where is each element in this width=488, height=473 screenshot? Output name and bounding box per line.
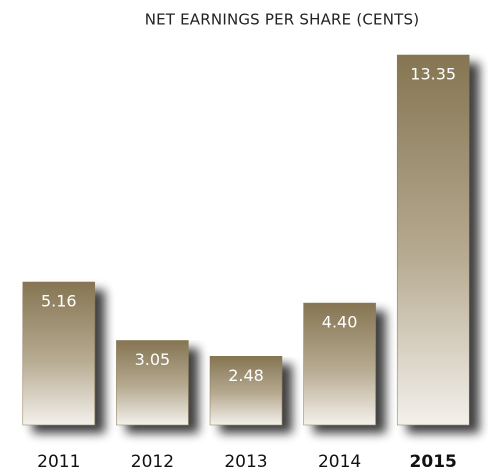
bar bbox=[116, 340, 189, 426]
value-label: 4.40 bbox=[322, 313, 358, 332]
x-tick-label: 2012 bbox=[131, 452, 174, 472]
x-tick-label: 2014 bbox=[318, 452, 361, 472]
bar bbox=[209, 356, 283, 426]
x-tick-label: 2013 bbox=[224, 452, 267, 472]
value-label: 3.05 bbox=[135, 350, 171, 369]
value-label: 2.48 bbox=[228, 366, 264, 385]
bar bbox=[303, 302, 376, 426]
bar bbox=[396, 54, 470, 426]
chart-title: NET EARNINGS PER SHARE (CENTS) bbox=[145, 11, 420, 29]
value-label: 13.35 bbox=[410, 65, 456, 84]
x-tick-label: 2011 bbox=[37, 452, 80, 472]
x-tick-label: 2015 bbox=[410, 452, 457, 472]
bar bbox=[22, 281, 96, 426]
value-label: 5.16 bbox=[41, 291, 77, 310]
